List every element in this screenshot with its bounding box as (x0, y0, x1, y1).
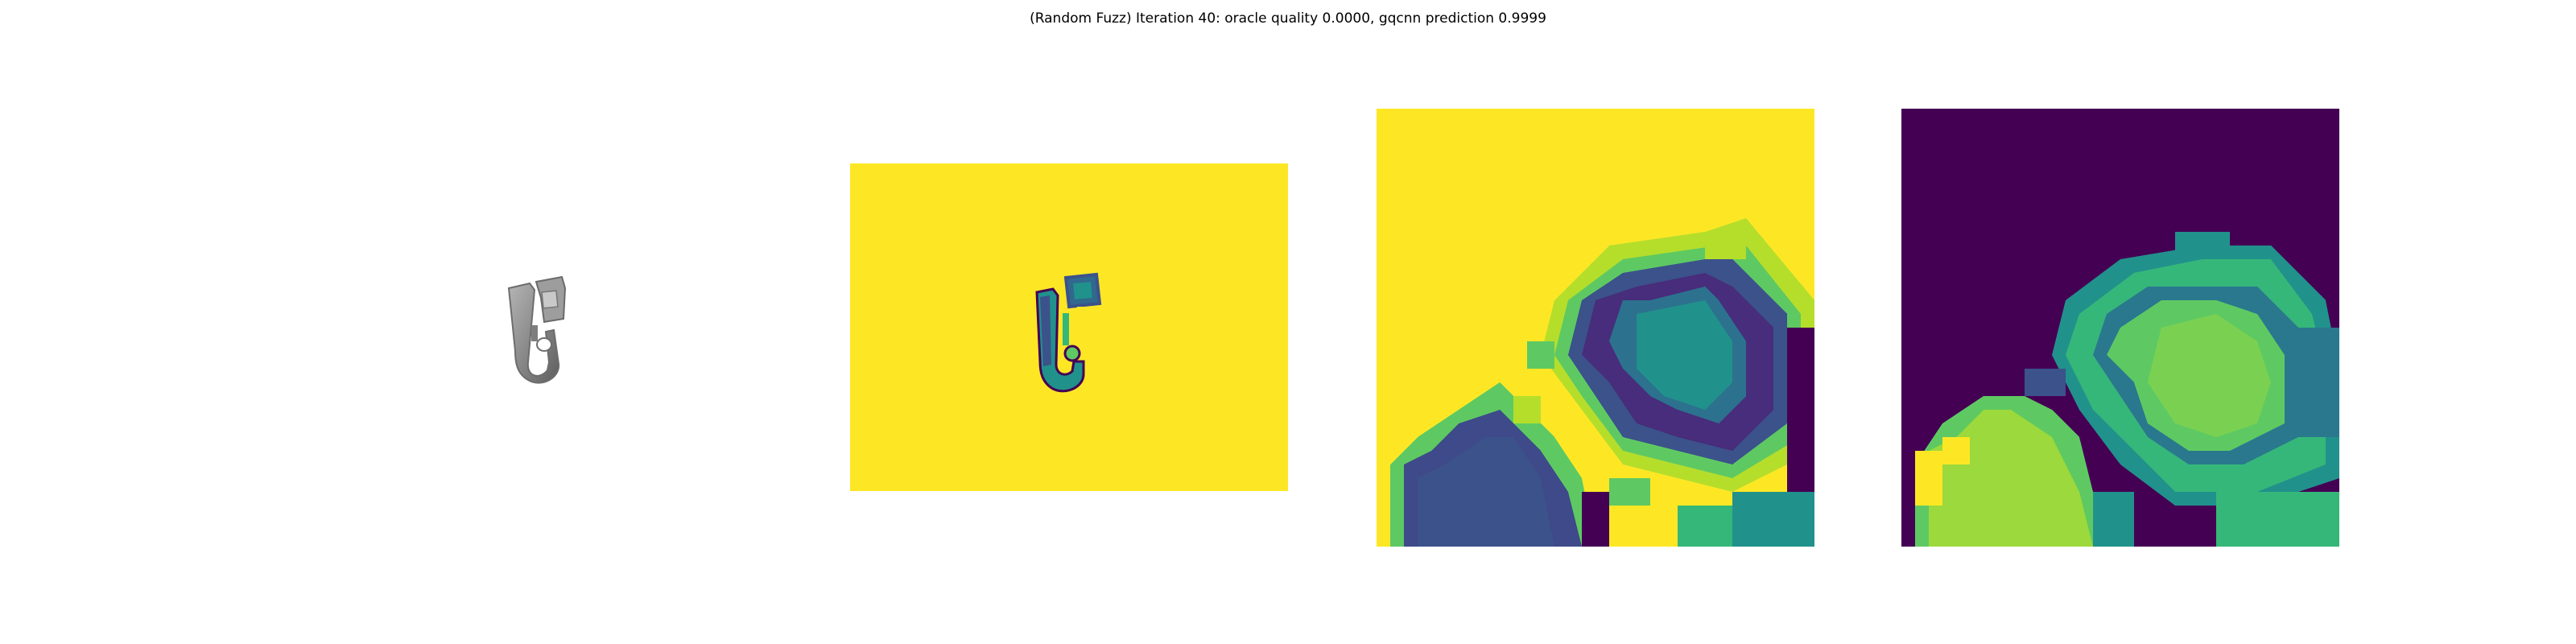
cropped-depth-panel (1377, 109, 1814, 547)
cropped-depth-image (1377, 109, 1814, 547)
cropped-diff-image (1901, 109, 2339, 547)
rendered-object-image (507, 275, 567, 384)
depth-image (850, 163, 1288, 491)
figure-title: (Random Fuzz) Iteration 40: oracle quali… (1030, 10, 1546, 27)
cropped-diff-panel (1901, 109, 2339, 547)
rendered-object-panel (451, 242, 612, 402)
depth-image-panel (850, 163, 1288, 491)
